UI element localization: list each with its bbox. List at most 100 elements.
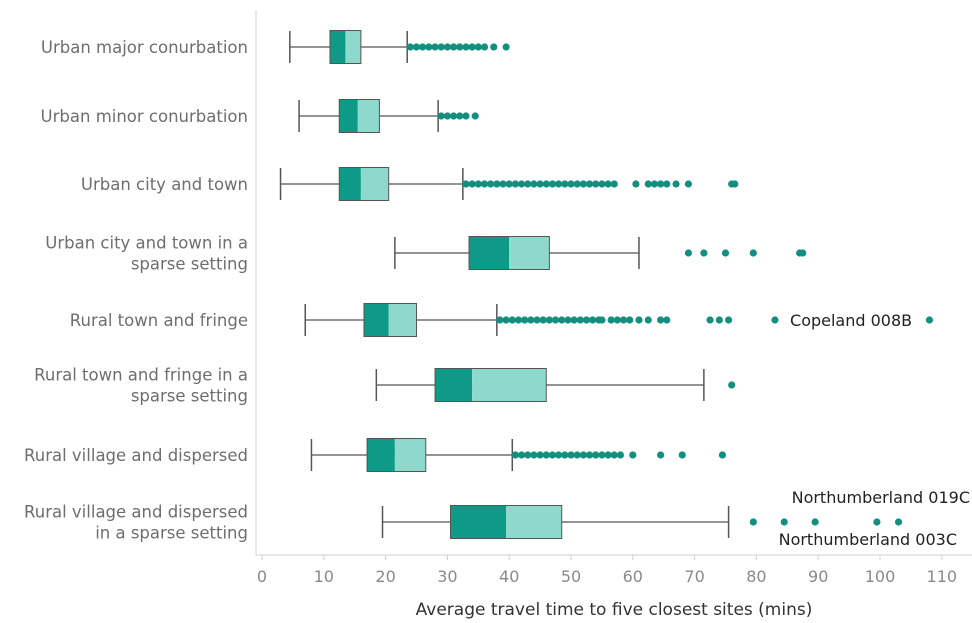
outlier-point — [487, 180, 495, 188]
x-tick-label: 20 — [375, 567, 395, 586]
x-tick-label: 30 — [437, 567, 457, 586]
x-tick-label: 60 — [623, 567, 643, 586]
outlier-point — [462, 43, 470, 51]
outlier-point — [456, 112, 464, 120]
outlier-point — [567, 180, 575, 188]
outlier-point — [524, 451, 532, 459]
outlier-point — [616, 451, 625, 459]
outlier-point — [610, 451, 618, 459]
outlier-point — [585, 180, 594, 188]
box-outline — [449, 505, 563, 539]
outlier-point — [589, 316, 597, 324]
box-upper — [506, 505, 562, 539]
outlier-point — [598, 316, 606, 324]
outlier-point — [799, 249, 807, 257]
outlier-point — [629, 451, 637, 459]
category-label: Urban city and town — [81, 175, 248, 194]
outlier-point — [684, 180, 693, 188]
box-upper — [360, 167, 389, 201]
box-group — [381, 505, 903, 539]
outlier-point — [449, 43, 458, 51]
outlier-point — [471, 112, 479, 120]
box-outline — [363, 303, 417, 337]
outlier-point — [490, 43, 498, 51]
x-tick-label: 90 — [808, 567, 828, 586]
outlier-point — [449, 112, 458, 120]
box-lower — [435, 368, 473, 402]
box-group — [298, 99, 479, 133]
annotation-label: Copeland 008B — [790, 311, 912, 330]
outlier-point — [663, 316, 671, 324]
x-tick-label: 40 — [499, 567, 519, 586]
box-upper — [509, 236, 550, 270]
outlier-point — [462, 112, 470, 120]
outlier-point — [626, 316, 634, 324]
outlier-point — [425, 43, 433, 51]
outlier-point — [780, 518, 788, 526]
outlier-point — [684, 249, 693, 257]
outlier-point — [419, 43, 427, 51]
x-tick-label: 0 — [257, 567, 267, 586]
outlier-point — [718, 451, 727, 459]
outlier-point — [521, 316, 529, 324]
box-upper — [388, 303, 417, 337]
outlier-point — [576, 316, 584, 324]
outlier-point — [530, 180, 538, 188]
outlier-point — [749, 518, 757, 526]
category-label: Rural village and dispersed — [24, 503, 248, 522]
outlier-point — [555, 451, 563, 459]
box-group — [304, 303, 934, 337]
outlier-point — [715, 316, 723, 324]
outlier-point — [731, 180, 739, 188]
box-lower — [339, 99, 358, 133]
outlier-point — [582, 316, 591, 324]
outlier-point — [771, 316, 779, 324]
outlier-point — [873, 518, 881, 526]
box-upper — [472, 368, 547, 402]
outlier-point — [644, 316, 652, 324]
box-lower — [363, 303, 389, 337]
outlier-point — [724, 316, 733, 324]
outlier-point — [539, 316, 547, 324]
outlier-point — [412, 43, 421, 51]
outlier-point — [644, 180, 652, 188]
box-group — [289, 30, 510, 64]
x-tick-label: 100 — [865, 567, 896, 586]
box-outline — [366, 438, 427, 472]
outlier-point — [508, 316, 516, 324]
outlier-point — [533, 316, 541, 324]
outlier-point — [613, 316, 621, 324]
outlier-point — [592, 451, 600, 459]
outlier-point — [542, 451, 550, 459]
category-label: Rural town and fringe in a — [34, 366, 248, 385]
outlier-point — [561, 451, 569, 459]
outlier-point — [462, 180, 470, 188]
outlier-point — [474, 180, 482, 188]
outlier-point — [607, 316, 615, 324]
outlier-point — [598, 180, 606, 188]
outlier-point — [548, 180, 557, 188]
outlier-point — [749, 249, 757, 257]
outlier-point — [437, 112, 445, 120]
x-axis-title: Average travel time to five closest site… — [416, 600, 813, 620]
outlier-point — [721, 249, 730, 257]
outlier-point — [672, 180, 680, 188]
outlier-point — [548, 451, 557, 459]
outlier-point — [443, 112, 451, 120]
outlier-point — [592, 180, 600, 188]
outlier-point — [579, 180, 587, 188]
outlier-point — [567, 451, 575, 459]
outlier-point — [700, 249, 708, 257]
outlier-point — [558, 316, 566, 324]
outlier-point — [431, 43, 439, 51]
outlier-point — [657, 180, 665, 188]
box-outline — [468, 236, 550, 270]
outlier-point — [517, 451, 526, 459]
outlier-point — [573, 180, 581, 188]
category-label: Urban minor conurbation — [41, 107, 248, 126]
outlier-point — [564, 316, 572, 324]
outlier-point — [579, 451, 587, 459]
outlier-point — [527, 316, 535, 324]
labels-layer: Urban major conurbation Urban minor conur… — [24, 38, 970, 549]
category-label: in a sparse setting — [95, 524, 248, 543]
